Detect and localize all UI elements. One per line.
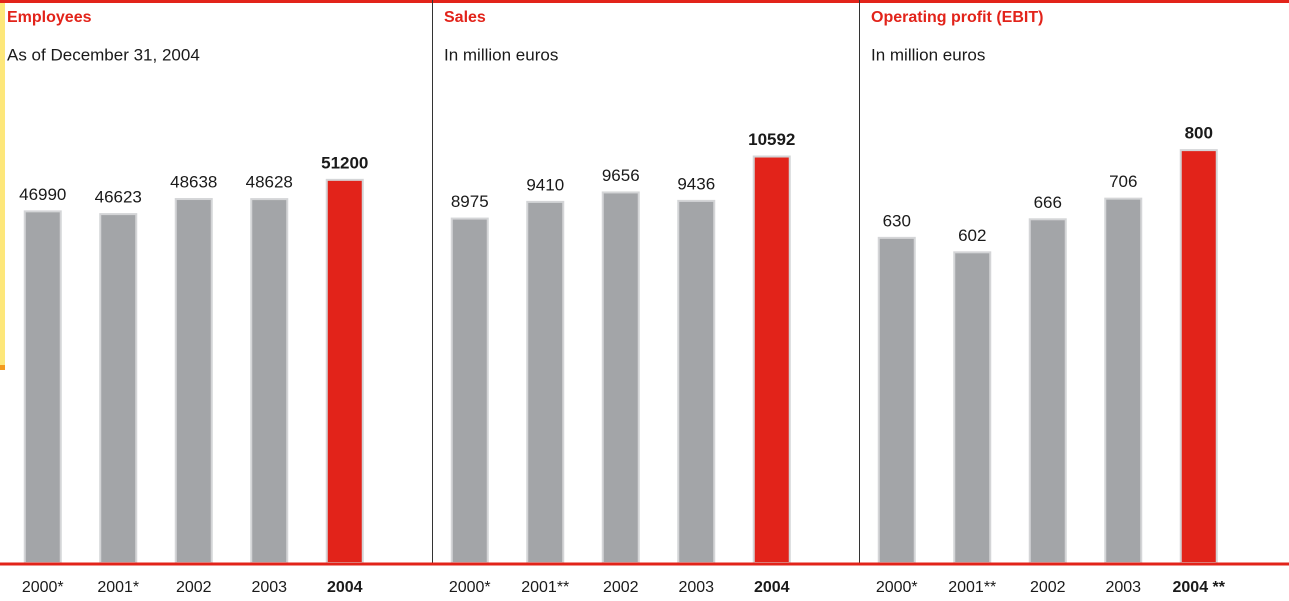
bar: [526, 200, 565, 564]
chart-title: Operating profit (EBIT): [871, 9, 1043, 26]
value-label: 48638: [170, 173, 217, 192]
bar: [877, 236, 916, 565]
chart-subtitle: In million euros: [444, 45, 558, 64]
value-label: 46990: [19, 185, 66, 204]
value-label: 10592: [748, 130, 795, 149]
chart-subtitle: As of December 31, 2004: [7, 45, 200, 64]
x-tick-label: 2002: [1030, 579, 1066, 596]
x-tick-label: 2003: [251, 579, 287, 596]
bar: [677, 199, 716, 564]
x-tick-label: 2000*: [876, 579, 918, 596]
value-label: 9436: [677, 174, 715, 193]
value-label: 9656: [602, 166, 640, 185]
bar: [23, 210, 62, 565]
bar: [752, 155, 791, 564]
x-tick-label: 2004: [327, 579, 363, 596]
bar: [601, 191, 640, 565]
value-label: 602: [958, 226, 986, 245]
x-tick-label: 2002: [603, 579, 639, 596]
value-label: 48628: [246, 173, 293, 192]
x-tick-label: 2001*: [97, 579, 139, 596]
x-tick-label: 2000*: [449, 579, 491, 596]
edge-strip-end: [0, 365, 5, 370]
bar: [1179, 149, 1218, 564]
bar: [250, 198, 289, 564]
value-label: 46623: [95, 188, 142, 207]
x-tick-label: 2002: [176, 579, 212, 596]
bar: [99, 213, 138, 564]
value-label: 630: [883, 211, 911, 230]
edge-strip: [0, 0, 5, 370]
value-label: 51200: [321, 153, 368, 172]
value-label: 800: [1185, 124, 1213, 143]
bar: [450, 217, 489, 564]
x-tick-label: 2003: [1105, 579, 1141, 596]
x-tick-label: 2000*: [22, 579, 64, 596]
chart-subtitle: In million euros: [871, 45, 985, 64]
x-tick-label: 2001**: [948, 579, 996, 596]
bar: [325, 178, 364, 564]
bar: [1028, 218, 1067, 565]
value-label: 9410: [526, 175, 564, 194]
x-tick-label: 2001**: [521, 579, 569, 596]
bar: [953, 251, 992, 564]
value-label: 706: [1109, 172, 1137, 191]
bar: [1104, 197, 1143, 565]
x-tick-label: 2003: [678, 579, 714, 596]
value-label: 8975: [451, 192, 489, 211]
x-tick-label: 2004: [754, 579, 790, 596]
chart-title: Employees: [7, 9, 92, 26]
chart-title: Sales: [444, 9, 486, 26]
bar: [174, 198, 213, 564]
value-label: 666: [1034, 193, 1062, 212]
x-tick-label: 2004 **: [1173, 579, 1226, 596]
